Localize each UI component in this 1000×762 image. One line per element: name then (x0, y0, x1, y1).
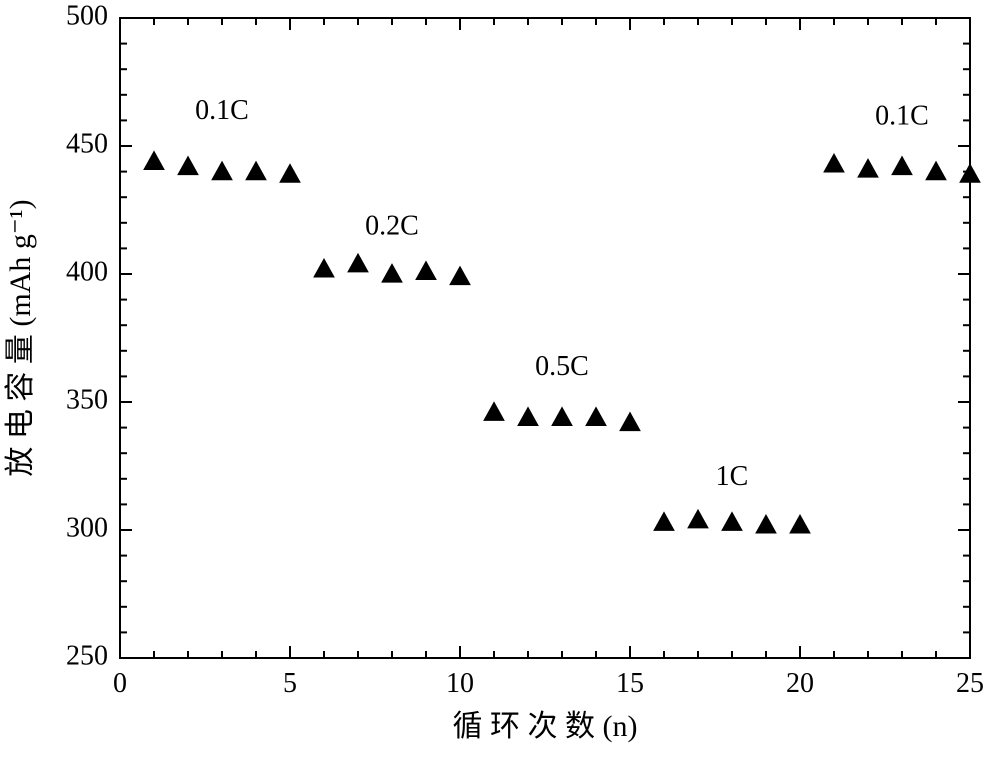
data-marker (280, 164, 300, 182)
x-tick-label: 25 (956, 668, 984, 699)
y-tick-label: 300 (66, 512, 108, 543)
data-marker (484, 402, 504, 420)
series-label: 0.2C (365, 210, 419, 241)
series-label: 0.1C (875, 100, 929, 131)
data-marker (960, 164, 980, 182)
y-tick-label: 400 (66, 256, 108, 287)
x-tick-label: 20 (786, 668, 814, 699)
series-label: 0.1C (195, 95, 249, 126)
data-marker (756, 515, 776, 533)
y-tick-label: 500 (66, 0, 108, 31)
data-marker (620, 413, 640, 431)
data-marker (144, 151, 164, 169)
rate-capability-chart: 0 5 10 15 20 25 250 300 350 400 450 500 循 环 次 数 (n) 放… (0, 0, 1000, 762)
data-marker (926, 162, 946, 180)
data-marker (824, 154, 844, 172)
series-label: 0.5C (535, 351, 589, 382)
x-tick-label: 15 (616, 668, 644, 699)
data-marker (858, 159, 878, 177)
y-axis-title: 放 电 容 量 (mAh g⁻¹) (4, 199, 37, 476)
data-marker (688, 510, 708, 528)
x-tick-label: 5 (283, 668, 297, 699)
y-tick-label: 450 (66, 128, 108, 159)
y-tick-label: 350 (66, 384, 108, 415)
data-marker (348, 254, 368, 272)
x-tick-label: 0 (113, 668, 127, 699)
data-marker (314, 259, 334, 277)
data-marker (722, 512, 742, 530)
series-label: 1C (716, 461, 749, 492)
x-tick-label: 10 (446, 668, 474, 699)
data-marker (212, 162, 232, 180)
x-axis-title: 循 环 次 数 (n) (453, 710, 638, 743)
data-marker (416, 262, 436, 280)
data-marker (518, 407, 538, 425)
y-tick-label: 250 (66, 640, 108, 671)
data-marker (178, 157, 198, 175)
data-marker (892, 157, 912, 175)
data-marker (450, 267, 470, 285)
data-marker (790, 515, 810, 533)
data-marker (586, 407, 606, 425)
data-marker (382, 264, 402, 282)
data-marker (246, 162, 266, 180)
data-marker (552, 407, 572, 425)
data-marker (654, 512, 674, 530)
